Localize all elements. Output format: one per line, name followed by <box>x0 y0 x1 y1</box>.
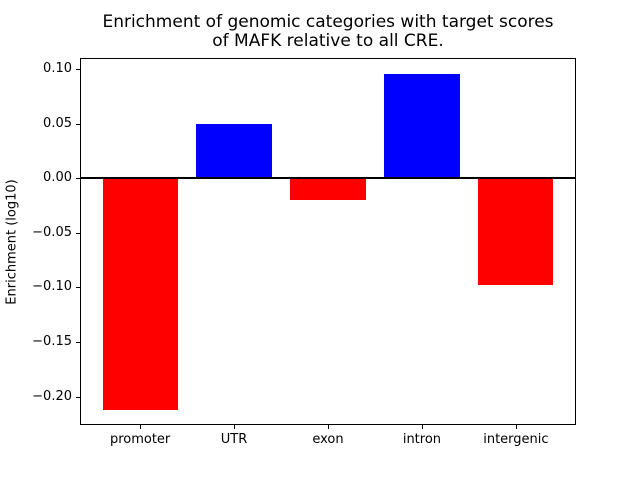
y-tick-mark <box>76 232 80 234</box>
x-tick-mark <box>515 425 517 429</box>
x-tick-mark <box>421 425 423 429</box>
bar-intergenic <box>478 178 554 286</box>
y-tick-label: −0.15 <box>32 333 72 349</box>
y-tick-label: −0.10 <box>32 279 72 295</box>
x-tick-mark <box>140 425 142 429</box>
plot-area: 0.10 0.05 0.00 −0.05 −0.10 −0.15 −0.20 promoter… <box>32 58 576 447</box>
y-tick-mark <box>76 396 80 398</box>
y-tick-label: 0.00 <box>43 170 72 186</box>
x-tick-mark <box>328 425 329 429</box>
y-tick-mark <box>76 287 80 289</box>
y-tick-mark <box>76 123 80 125</box>
y-tick-mark <box>76 178 80 180</box>
y-tick-label: 0.05 <box>43 115 72 131</box>
bar-promoter <box>102 178 178 410</box>
y-tick-label: −0.20 <box>32 388 72 404</box>
bar-UTR <box>196 123 272 179</box>
x-tick-label-intergenic: intergenic <box>483 432 549 447</box>
y-axis-label: Enrichment (log10) <box>4 179 20 305</box>
chart-title-line2: of MAFK relative to all CRE. <box>212 31 444 51</box>
x-tick-label-UTR: UTR <box>220 432 248 447</box>
x-tick-label-exon: exon <box>312 432 344 447</box>
y-tick-mark <box>76 68 80 70</box>
y-tick-label: 0.10 <box>43 60 72 76</box>
chart-title: Enrichment of genomic categories with ta… <box>80 13 576 51</box>
y-tick-mark <box>76 341 80 343</box>
zero-baseline <box>80 177 576 180</box>
x-tick-label-promoter: promoter <box>109 432 171 447</box>
bar-intron <box>384 74 460 179</box>
x-tick-mark <box>234 425 236 429</box>
chart-title-line1: Enrichment of genomic categories with ta… <box>102 12 554 32</box>
y-tick-label: −0.05 <box>32 224 72 240</box>
bar-exon <box>290 178 366 200</box>
x-tick-label-intron: intron <box>402 432 442 447</box>
